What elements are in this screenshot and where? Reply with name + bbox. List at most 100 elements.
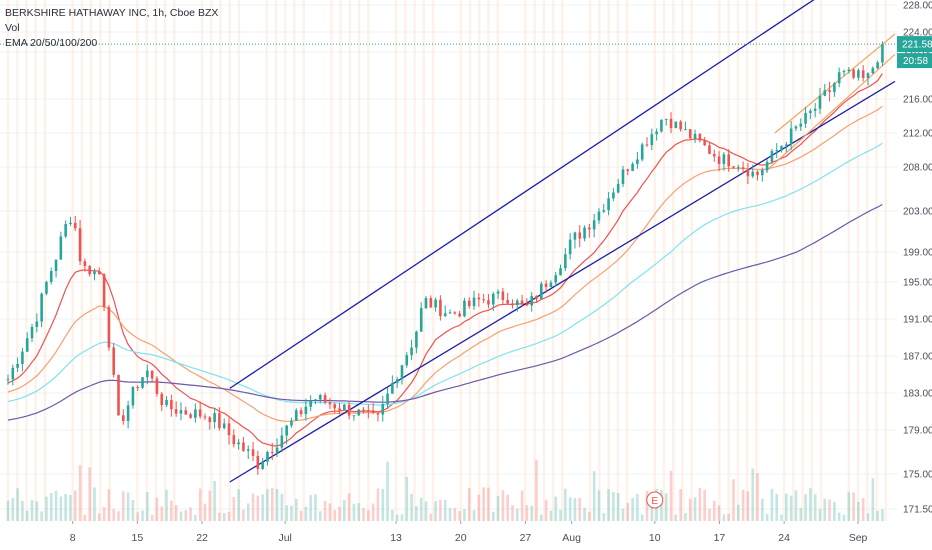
last-price-tag-bg [897, 36, 932, 53]
countdown-tag: 20:58 [903, 56, 928, 67]
volume-bar [616, 492, 620, 521]
session-band [718, 0, 721, 521]
volume-bar [367, 510, 370, 521]
candle-body [616, 183, 620, 193]
candle-body [155, 378, 159, 394]
volume-bar [179, 511, 183, 521]
candle-body [650, 134, 654, 146]
candle-body [727, 154, 730, 167]
volume-bar [141, 510, 144, 521]
volume-bar [40, 511, 43, 521]
candle-body [59, 236, 63, 260]
volume-bar [338, 506, 341, 521]
volume-bar [150, 514, 154, 521]
volume-bar [506, 494, 509, 521]
volume-bar [6, 500, 10, 521]
volume-bar [722, 514, 726, 521]
candle-body [309, 400, 312, 407]
session-band [394, 0, 398, 521]
volume-bar [588, 511, 591, 521]
candle-body [568, 239, 572, 255]
candle-body [299, 410, 303, 415]
volume-bar [323, 500, 327, 521]
session-band [487, 0, 490, 521]
volume-bar [251, 493, 255, 521]
y-tick-label: 175.00 [903, 470, 932, 481]
session-band [459, 0, 462, 521]
session-band [404, 0, 407, 521]
candle-body [213, 413, 216, 423]
candle-body [506, 300, 509, 304]
volume-bar [530, 505, 533, 521]
candle-body [640, 144, 644, 160]
symbol-title[interactable]: BERKSHIRE HATHAWAY INC, 1h, Cboe BZX [5, 7, 219, 19]
volume-bar [684, 512, 687, 521]
session-band [542, 0, 546, 521]
candle-body [842, 71, 846, 73]
volume-indicator-label[interactable]: Vol [5, 22, 20, 34]
candle-body [775, 150, 779, 152]
volume-bar [415, 506, 418, 521]
candle-body [11, 367, 15, 380]
volume-bar [242, 509, 245, 521]
candle-body [6, 379, 10, 381]
volume-bar [88, 467, 91, 521]
candle-body [352, 415, 356, 417]
session-band [274, 0, 278, 521]
volume-bar [174, 505, 178, 521]
volume-bar [314, 494, 317, 521]
candle-body [530, 295, 533, 306]
volume-bar [213, 480, 216, 521]
session-band [163, 0, 167, 521]
candle-body [573, 232, 577, 240]
session-band [607, 0, 610, 521]
volume-bar [73, 490, 77, 521]
session-band [662, 0, 666, 521]
ema-indicator-label[interactable]: EMA 20/50/100/200 [5, 37, 98, 49]
earnings-marker[interactable]: E [646, 491, 664, 509]
volume-bar [501, 490, 505, 521]
volume-bar [189, 507, 192, 521]
candle-body [866, 73, 870, 78]
volume-bar [732, 479, 735, 521]
y-tick-label: 171.50 [903, 505, 932, 516]
candle-body [126, 405, 130, 421]
candle-body [318, 395, 322, 400]
volume-bar [237, 489, 240, 521]
candle-body [703, 140, 706, 146]
candle-body [21, 351, 24, 364]
session-band [265, 0, 268, 521]
channel-support-line [229, 80, 896, 483]
volume-bar [343, 499, 346, 521]
y-tick-label: 216.00 [903, 95, 932, 106]
candle-body [712, 154, 716, 157]
session-band [653, 0, 656, 521]
volume-bar [876, 510, 879, 521]
candle-body [674, 121, 678, 129]
candle-body [122, 415, 125, 421]
candle-body [362, 409, 365, 411]
volume-bar [688, 498, 692, 521]
candle-body [261, 461, 264, 469]
x-axis-background [0, 521, 932, 550]
volume-bar [708, 508, 711, 521]
volume-bar [400, 514, 404, 521]
session-band [792, 0, 795, 521]
y-axis-background [897, 0, 932, 550]
session-band [856, 0, 860, 521]
candle-body [453, 312, 457, 314]
session-band [755, 0, 758, 521]
session-band [422, 0, 425, 521]
candle-body [761, 170, 764, 176]
candle-body [290, 420, 293, 426]
volume-bar [146, 492, 149, 521]
candle-body [837, 72, 841, 84]
candle-body [881, 44, 884, 63]
volume-bar [477, 494, 481, 521]
candle-body [107, 307, 111, 348]
candle-body [876, 62, 879, 69]
session-band [468, 0, 472, 521]
candle-body [198, 409, 202, 417]
candle-body [285, 425, 288, 436]
